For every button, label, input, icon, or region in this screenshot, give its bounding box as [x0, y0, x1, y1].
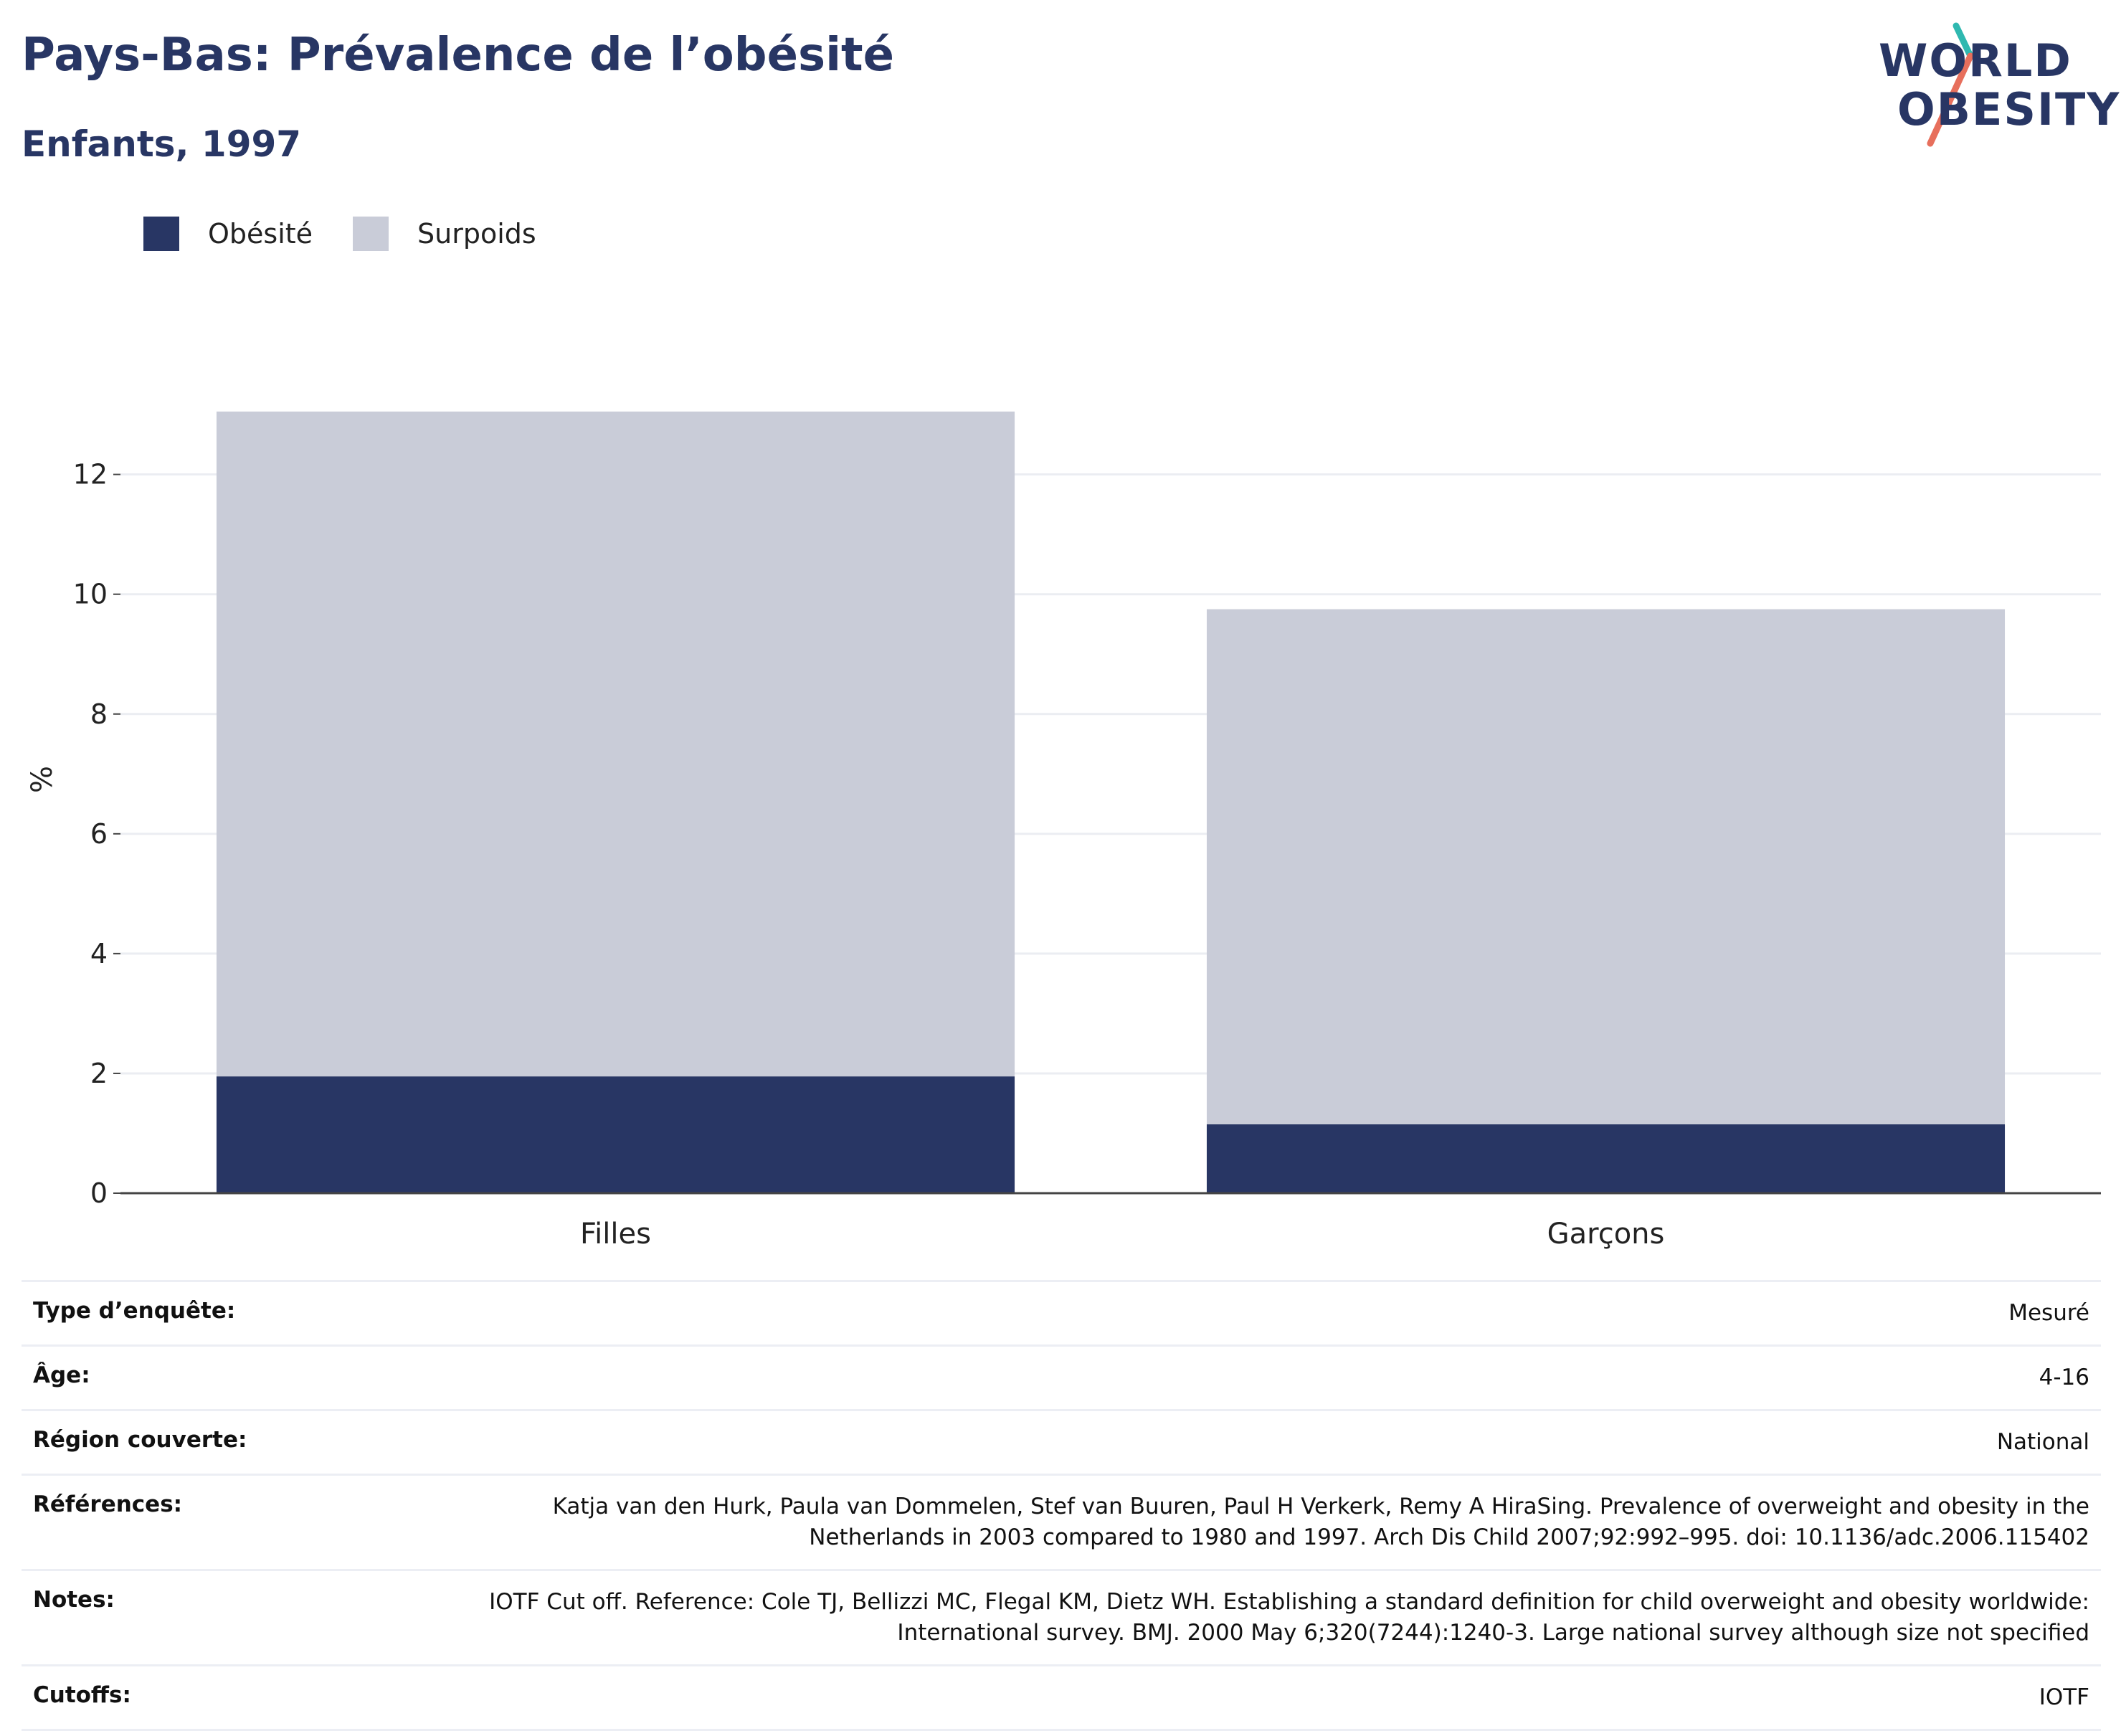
y-tick-label: 12	[73, 459, 108, 490]
logo-text-world: WORLD	[1879, 34, 2072, 87]
world-obesity-logo: WORLD OBESITY	[1864, 22, 2119, 158]
metadata-row: Région couverte: National	[22, 1410, 2101, 1475]
logo-slash-mark	[1927, 22, 1974, 147]
chart-legend: Obésité Surpoids	[143, 215, 576, 252]
legend-label-surpoids: Surpoids	[417, 218, 536, 250]
metadata-value: National	[1996, 1429, 2089, 1455]
legend-swatch-obesite	[143, 217, 179, 251]
metadata-row: Cutoffs: IOTF	[22, 1665, 2101, 1730]
x-category-label: Garçons	[1547, 1218, 1665, 1251]
bar-obesite-filles[interactable]	[216, 1076, 1015, 1193]
y-tick-label: 8	[90, 698, 108, 730]
legend-item-obesite[interactable]: Obésité	[143, 217, 313, 251]
metadata-row: Références: Katja van den Hurk, Paula van…	[22, 1474, 2101, 1570]
logo-text-obesity: OBESITY	[1897, 83, 2121, 136]
y-tick-label: 0	[90, 1177, 108, 1209]
metadata-key: Références:	[33, 1491, 183, 1517]
page-subtitle: Enfants, 1997	[22, 123, 302, 165]
x-category-label: Filles	[580, 1218, 651, 1251]
metadata-row: Notes: IOTF Cut off. Reference: Cole TJ, …	[22, 1570, 2101, 1666]
legend-item-surpoids[interactable]: Surpoids	[353, 217, 536, 251]
survey-metadata-table: Type d’enquête: Mesuré Âge: 4-16 Région couv…	[22, 1280, 2101, 1731]
metadata-key: Âge:	[33, 1362, 90, 1388]
metadata-row: Type d’enquête: Mesuré	[22, 1281, 2101, 1346]
y-tick-label: 4	[90, 938, 108, 969]
y-tick-label: 10	[73, 579, 108, 610]
bar-chart: 0 2 4 6 8 10 12 Filles Garçons %	[26, 411, 2101, 1251]
y-tick-label: 2	[90, 1058, 108, 1089]
metadata-key: Type d’enquête:	[33, 1298, 236, 1324]
bar-surpoids-filles[interactable]	[216, 411, 1015, 1077]
page-title: Pays-Bas: Prévalence de l’obésité	[22, 29, 894, 82]
bars	[216, 411, 2006, 1193]
metadata-value: Mesuré	[2008, 1300, 2089, 1326]
metadata-key: Notes:	[33, 1587, 115, 1613]
metadata-key: Cutoffs:	[33, 1682, 131, 1708]
y-axis-title: %	[26, 766, 59, 793]
legend-label-obesite: Obésité	[208, 218, 313, 250]
metadata-key: Région couverte:	[33, 1427, 247, 1453]
y-tick-label: 6	[90, 818, 108, 850]
metadata-value: Katja van den Hurk, Paula van Dommelen, …	[552, 1494, 2089, 1550]
metadata-row: Âge: 4-16	[22, 1345, 2101, 1410]
bar-surpoids-garcons[interactable]	[1206, 609, 2006, 1124]
axes: 0 2 4 6 8 10 12 Filles Garçons	[73, 459, 2101, 1251]
metadata-value: 4-16	[2039, 1365, 2089, 1390]
metadata-value: IOTF	[2039, 1684, 2089, 1710]
legend-swatch-surpoids	[353, 217, 389, 251]
bar-obesite-garcons[interactable]	[1206, 1124, 2006, 1193]
metadata-value: IOTF Cut off. Reference: Cole TJ, Belliz…	[489, 1589, 2089, 1646]
